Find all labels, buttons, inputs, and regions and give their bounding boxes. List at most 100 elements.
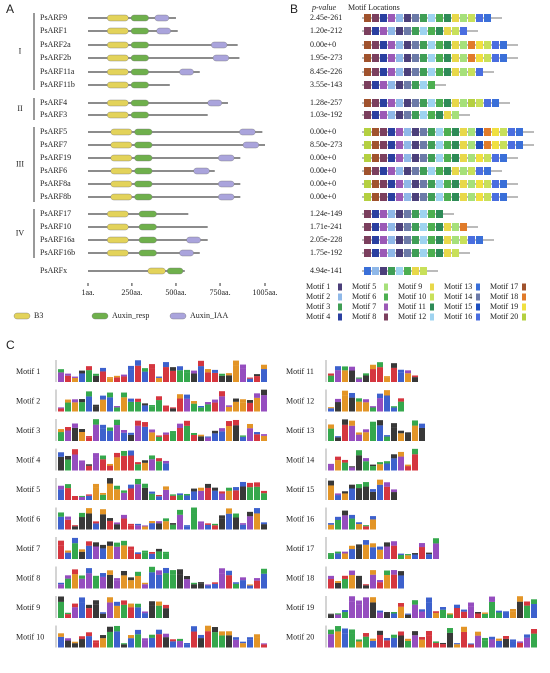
logo-glyph: [156, 376, 162, 378]
logo-glyph: [384, 613, 390, 618]
logo-glyph: [356, 450, 362, 456]
motif-block: [404, 68, 411, 76]
logo-glyph: [86, 370, 92, 382]
logo-glyph: [156, 400, 162, 412]
logo-glyph: [254, 432, 260, 435]
logo-glyph: [233, 639, 239, 648]
logo-glyph: [121, 575, 127, 589]
logo-label: Motif 13: [286, 426, 314, 435]
logo-glyph: [72, 376, 78, 378]
motif-block: [436, 14, 443, 22]
logo-glyph: [342, 610, 348, 613]
motif-block: [380, 41, 387, 49]
logo-glyph: [356, 604, 362, 618]
logo-glyph: [93, 424, 99, 441]
logo-glyph: [377, 630, 383, 635]
group-label: II: [17, 104, 23, 113]
logo-glyph: [114, 457, 120, 471]
logo-glyph: [184, 369, 190, 373]
motif-block: [428, 236, 435, 244]
logo-glyph: [100, 638, 106, 648]
motif-block: [372, 41, 379, 49]
motif-block: [492, 41, 499, 49]
logo-glyph: [135, 607, 141, 618]
logo-glyph: [398, 456, 404, 471]
logo-glyph: [79, 370, 85, 374]
motif-block: [380, 180, 387, 188]
logo-glyph: [107, 597, 113, 603]
logo-glyph: [135, 420, 141, 426]
logo-glyph: [328, 485, 334, 500]
logo-glyph: [93, 453, 99, 458]
logo-glyph: [121, 432, 127, 441]
domain: [107, 223, 129, 231]
p-value: 1.28e-257: [310, 98, 342, 107]
motif-block: [460, 223, 467, 231]
logo-glyph: [226, 373, 232, 376]
logo-glyph: [349, 366, 355, 371]
logo-glyph: [426, 635, 432, 648]
logo-glyph: [65, 455, 71, 460]
logo-glyph: [433, 642, 439, 648]
motif-block: [428, 54, 435, 62]
logo-glyph: [433, 641, 439, 643]
logo-glyph: [177, 509, 183, 515]
motif-block: [452, 128, 459, 136]
motif-block: [364, 236, 371, 244]
p-value: 0.00e+0: [310, 127, 336, 136]
logo-glyph: [177, 423, 183, 428]
logo-glyph: [356, 544, 362, 549]
motif-block: [412, 141, 419, 149]
logo-label: Motif 4: [16, 455, 40, 464]
logo-glyph: [114, 522, 120, 525]
logo-glyph: [198, 407, 204, 412]
logo-glyph: [79, 578, 85, 589]
logo-glyph: [349, 601, 355, 618]
logo-glyph: [72, 643, 78, 648]
logo-glyph: [412, 377, 418, 382]
logo-glyph: [86, 495, 92, 500]
logo-glyph: [328, 523, 334, 525]
logo-glyph: [363, 602, 369, 618]
domain: [134, 128, 153, 136]
logo-glyph: [212, 372, 218, 382]
logo-glyph: [247, 516, 253, 530]
motif-block: [492, 54, 499, 62]
motif-block: [420, 14, 427, 22]
logo-glyph: [170, 639, 176, 642]
logo-glyph: [135, 398, 141, 402]
logo-glyph: [212, 490, 218, 500]
panel-label: A: [6, 2, 14, 16]
logo-glyph: [328, 373, 334, 376]
logo-glyph: [142, 552, 148, 559]
logo-glyph: [198, 638, 204, 648]
logo-glyph: [370, 519, 376, 530]
logo-glyph: [149, 432, 155, 441]
logo-glyph: [254, 374, 260, 377]
logo-glyph: [65, 550, 71, 553]
logo-glyph: [342, 578, 348, 589]
motif-block: [372, 154, 379, 162]
logo-glyph: [121, 492, 127, 500]
logo-glyph: [100, 371, 106, 382]
logo-glyph: [370, 597, 376, 603]
logo-glyph: [198, 366, 204, 382]
logo-glyph: [247, 639, 253, 648]
logo-glyph: [335, 495, 341, 500]
logo-glyph: [247, 378, 253, 382]
motif-block: [380, 267, 387, 275]
motif-block: [412, 14, 419, 22]
logo-glyph: [107, 545, 113, 559]
logo-glyph: [198, 523, 204, 530]
logo-glyph: [370, 406, 376, 408]
logo-glyph: [447, 628, 453, 633]
logo-glyph: [363, 402, 369, 412]
logo-glyph: [65, 488, 71, 500]
logo-glyph: [184, 425, 190, 441]
logo-glyph: [205, 585, 211, 589]
logo-glyph: [363, 432, 369, 441]
motif-swatch: [522, 313, 526, 321]
motif-block: [372, 236, 379, 244]
logo-glyph: [177, 370, 183, 382]
motif-block: [516, 141, 523, 149]
